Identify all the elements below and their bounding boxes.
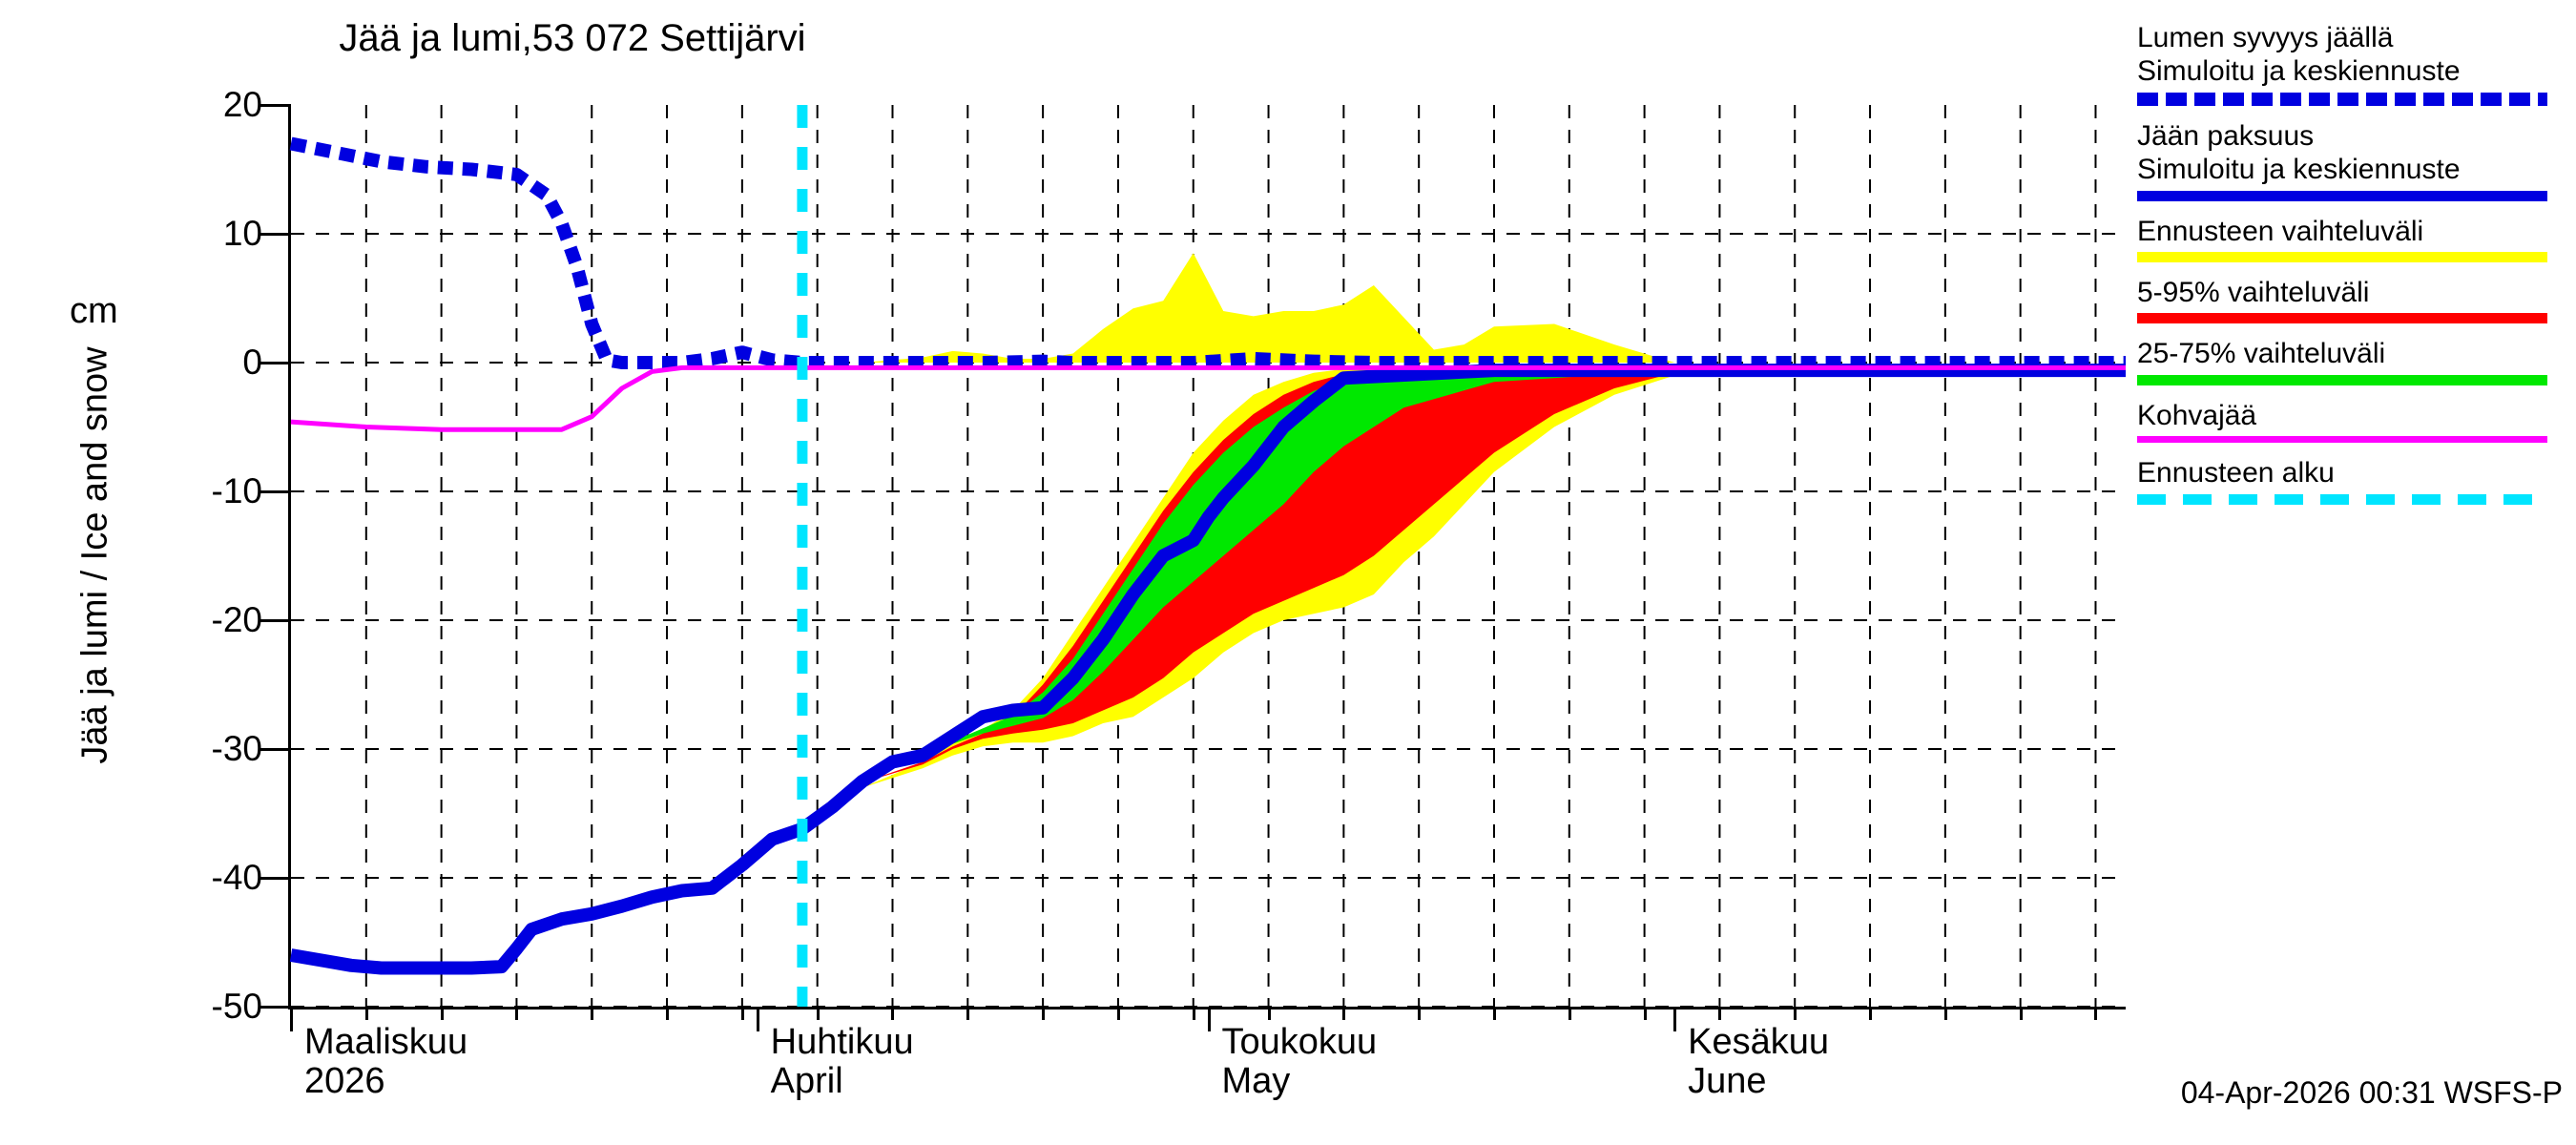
x-tick-mark bbox=[891, 1007, 895, 1020]
legend-item-title: 5-95% vaihteluväli bbox=[2137, 276, 2370, 308]
y-tick-label: -50 bbox=[211, 987, 262, 1026]
legend-item-title: Jään paksuus bbox=[2137, 119, 2315, 152]
x-tick-mark-month bbox=[1207, 1007, 1211, 1031]
legend-item: Jään paksuus Simuloitu ja keskiennuste bbox=[2137, 119, 2566, 201]
x-month-label: Huhtikuu April bbox=[770, 1022, 914, 1102]
y-tick-mark bbox=[260, 233, 291, 236]
x-tick-mark-month bbox=[1673, 1007, 1677, 1031]
y-tick-label: 20 bbox=[222, 85, 262, 124]
legend-swatch bbox=[2137, 92, 2547, 106]
legend-item-subtitle: Simuloitu ja keskiennuste bbox=[2137, 55, 2461, 88]
y-tick-label: -30 bbox=[211, 729, 262, 768]
legend-swatch bbox=[2137, 251, 2547, 262]
x-tick-mark bbox=[1418, 1007, 1422, 1020]
x-tick-mark bbox=[364, 1007, 368, 1020]
x-tick-mark bbox=[1869, 1007, 1873, 1020]
legend-item-title: Ennusteen vaihteluväli bbox=[2137, 215, 2424, 247]
y-axis-unit: cm bbox=[70, 291, 118, 331]
x-month-label-fi: Maaliskuu bbox=[304, 1022, 468, 1062]
x-tick-mark bbox=[2094, 1007, 2098, 1020]
chart-title: Jää ja lumi,53 072 Settijärvi bbox=[339, 17, 806, 59]
x-month-label: Maaliskuu 2026 bbox=[304, 1022, 468, 1102]
y-tick-label: -40 bbox=[211, 858, 262, 897]
x-tick-mark bbox=[966, 1007, 970, 1020]
y-tick-mark bbox=[260, 619, 291, 622]
y-tick-label: 0 bbox=[242, 343, 262, 382]
legend-swatch bbox=[2137, 313, 2547, 324]
x-tick-mark bbox=[816, 1007, 820, 1020]
series-line bbox=[291, 144, 2126, 364]
x-month-label-fi: Toukokuu bbox=[1221, 1022, 1378, 1062]
y-tick-label: -10 bbox=[211, 471, 262, 510]
x-tick-mark bbox=[1042, 1007, 1046, 1020]
y-tick-mark bbox=[260, 1006, 291, 1009]
y-tick-mark bbox=[260, 362, 291, 364]
x-tick-mark bbox=[1192, 1007, 1195, 1020]
x-tick-mark bbox=[515, 1007, 519, 1020]
y-tick-mark bbox=[260, 877, 291, 880]
x-tick-mark bbox=[1492, 1007, 1496, 1020]
legend-swatch bbox=[2137, 190, 2547, 201]
series-line bbox=[291, 370, 2126, 968]
x-tick-mark bbox=[1568, 1007, 1571, 1020]
y-axis-label: Jää ja lumi / Ice and snow bbox=[74, 346, 115, 764]
x-month-label-fi: Huhtikuu bbox=[770, 1022, 914, 1062]
legend-item: 5-95% vaihteluväli bbox=[2137, 276, 2566, 324]
x-tick-mark bbox=[1718, 1007, 1722, 1020]
forecast-band bbox=[801, 367, 2127, 803]
x-month-label: Toukokuu May bbox=[1221, 1022, 1378, 1102]
y-tick-label: -20 bbox=[211, 600, 262, 639]
legend-item: Ennusteen vaihteluväli bbox=[2137, 215, 2566, 262]
forecast-band bbox=[801, 253, 1796, 363]
x-axis-line bbox=[288, 1007, 2126, 1010]
x-month-label-en: April bbox=[770, 1061, 843, 1102]
y-tick-label: 10 bbox=[222, 214, 262, 253]
series-line bbox=[291, 367, 2126, 429]
legend-swatch bbox=[2137, 436, 2547, 444]
legend-item-title: Ennusteen alku bbox=[2137, 457, 2335, 489]
plot-area: cm Jää ja lumi / Ice and snow 20 10 0 -10 -2… bbox=[70, 85, 2127, 1101]
legend-item: Kohvajää bbox=[2137, 399, 2566, 444]
x-month-label: Kesäkuu June bbox=[1688, 1022, 1830, 1102]
x-tick-mark-month bbox=[756, 1007, 759, 1031]
x-tick-mark bbox=[1943, 1007, 1947, 1020]
legend-item-title: 25-75% vaihteluväli bbox=[2137, 338, 2386, 370]
chart-legend: Lumen syvyys jäällä Simuloitu ja keskienn… bbox=[2137, 21, 2566, 518]
x-tick-mark bbox=[591, 1007, 594, 1020]
x-tick-mark bbox=[1116, 1007, 1120, 1020]
x-month-label-en: 2026 bbox=[304, 1061, 385, 1102]
legend-item-title: Kohvajää bbox=[2137, 399, 2257, 431]
legend-item: 25-75% vaihteluväli bbox=[2137, 337, 2566, 385]
legend-item-subtitle: Simuloitu ja keskiennuste bbox=[2137, 154, 2461, 186]
timestamp-label: 04-Apr-2026 00:31 WSFS-P bbox=[2180, 1075, 2563, 1110]
x-month-label-en: May bbox=[1221, 1061, 1291, 1102]
x-tick-mark bbox=[1643, 1007, 1647, 1020]
x-tick-mark bbox=[2019, 1007, 2023, 1020]
x-tick-mark bbox=[740, 1007, 744, 1020]
x-tick-mark bbox=[1794, 1007, 1797, 1020]
legend-item-title: Lumen syvyys jäällä bbox=[2137, 22, 2394, 53]
y-tick-mark bbox=[260, 490, 291, 493]
x-tick-mark bbox=[440, 1007, 444, 1020]
y-axis-line bbox=[288, 105, 291, 1007]
y-tick-mark bbox=[260, 104, 291, 107]
y-tick-mark bbox=[260, 748, 291, 751]
x-tick-mark bbox=[1267, 1007, 1271, 1020]
x-tick-mark-month bbox=[290, 1007, 293, 1031]
x-month-label-fi: Kesäkuu bbox=[1688, 1022, 1830, 1062]
legend-swatch bbox=[2137, 493, 2547, 505]
chart-canvas bbox=[291, 105, 2127, 1007]
x-month-label-en: June bbox=[1688, 1061, 1767, 1102]
x-tick-mark bbox=[666, 1007, 670, 1020]
legend-swatch bbox=[2137, 374, 2547, 385]
x-tick-mark bbox=[1342, 1007, 1346, 1020]
legend-item: Ennusteen alku bbox=[2137, 456, 2566, 505]
legend-item: Lumen syvyys jäällä Simuloitu ja keskienn… bbox=[2137, 21, 2566, 106]
